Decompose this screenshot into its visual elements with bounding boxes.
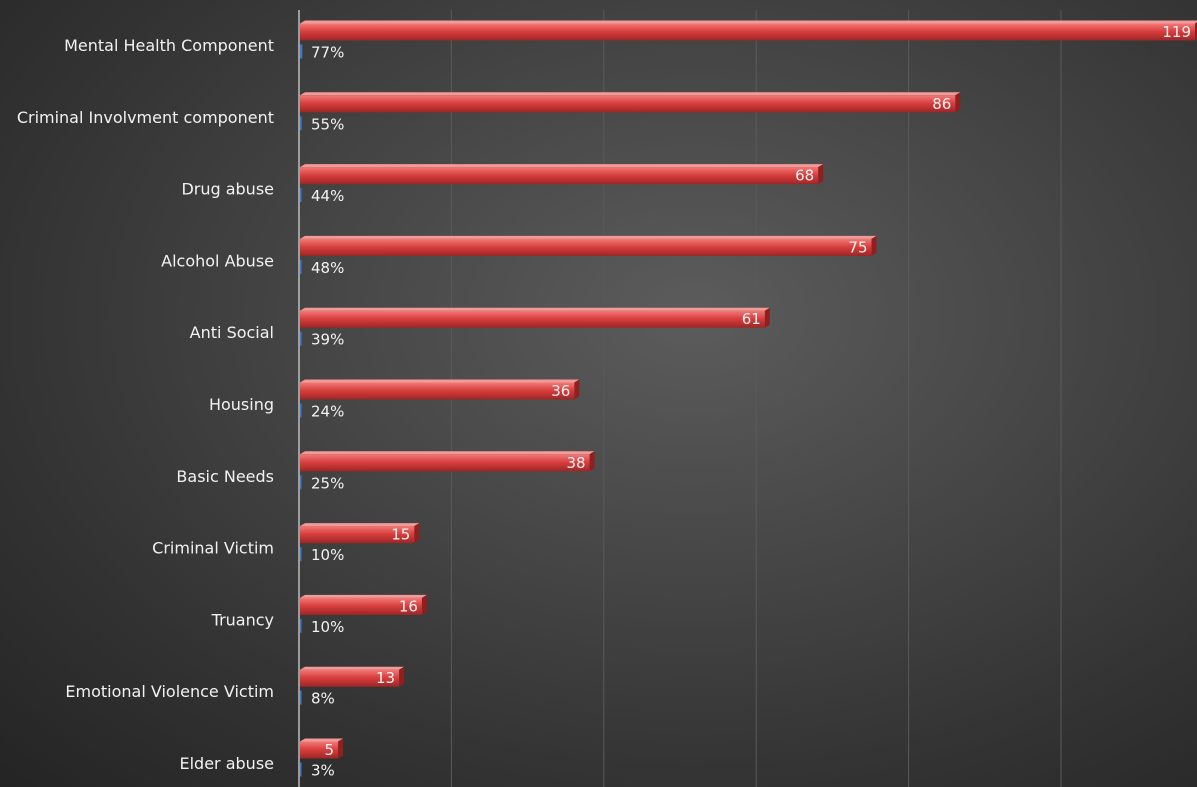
bar [300,669,400,687]
bar-top-face [300,235,877,239]
pct-bar [300,116,302,131]
pct-bar [300,690,302,705]
category-label: Anti Social [190,323,274,342]
bar [300,238,872,256]
bar-side-face [421,594,427,615]
bar [300,454,590,472]
value-label: 75 [848,238,867,256]
value-label: 119 [1162,23,1191,41]
percent-label: 10% [311,546,344,564]
bar-top-face [300,594,427,598]
pct-bar [300,44,303,59]
bar [300,23,1195,41]
bar-top-face [300,20,1197,24]
bar-side-face [399,666,405,687]
percent-label: 24% [311,403,344,421]
bar [300,526,415,544]
bar [300,95,956,113]
bars [300,20,1197,777]
bar-top-face [300,451,595,455]
value-label: 36 [551,382,570,400]
value-label: 13 [376,669,395,687]
value-label: 5 [325,741,335,759]
bar-side-face [764,307,770,328]
bar [300,167,819,185]
pct-bar [300,403,302,418]
category-label: Basic Needs [176,467,274,486]
bar-top-face [300,92,961,96]
category-label: Criminal Involvment component [17,108,274,127]
percent-label: 39% [311,331,344,349]
bar [300,741,339,759]
category-label: Criminal Victim [152,539,274,558]
pct-bar [300,188,302,203]
category-label: Emotional Violence Victim [65,682,274,701]
category-label: Mental Health Component [64,36,274,55]
pct-bar [300,762,302,777]
bar-side-face [955,92,961,113]
bar-side-face [818,164,824,185]
bar-top-face [300,738,344,742]
value-label: 68 [795,167,814,185]
value-label: 16 [399,597,418,615]
category-label: Elder abuse [180,754,275,773]
bar-top-face [300,523,420,527]
pct-bar [300,331,302,346]
category-label: Housing [209,395,274,414]
bar [300,597,422,615]
bar-side-face [871,235,877,256]
category-label: Truancy [211,610,274,629]
value-label: 38 [566,454,585,472]
bar-top-face [300,666,405,670]
percent-label: 44% [311,187,344,205]
labels: Mental Health Component 119 77% Criminal In… [17,23,1191,780]
percent-label: 55% [311,115,344,133]
gridlines [298,10,1062,787]
bar [300,382,575,400]
percent-label: 8% [311,690,335,708]
pct-bar [300,547,302,562]
bar-side-face [589,451,595,472]
percent-label: 3% [311,762,335,780]
pct-bar [300,259,302,274]
pct-bar [300,618,302,633]
percent-label: 48% [311,259,344,277]
value-label: 86 [932,95,951,113]
bar-top-face [300,164,824,168]
bar-top-face [300,379,580,383]
bar-side-face [574,379,580,400]
value-label: 15 [391,526,410,544]
value-label: 61 [742,310,761,328]
bar [300,310,765,328]
category-label: Drug abuse [181,180,274,199]
bar-side-face [414,523,420,544]
bar-top-face [300,307,770,311]
category-label: Alcohol Abuse [161,251,274,270]
percent-label: 25% [311,474,344,492]
percent-label: 77% [311,44,344,62]
pct-bar [300,475,302,490]
bar-side-face [338,738,344,759]
percent-label: 10% [311,618,344,636]
